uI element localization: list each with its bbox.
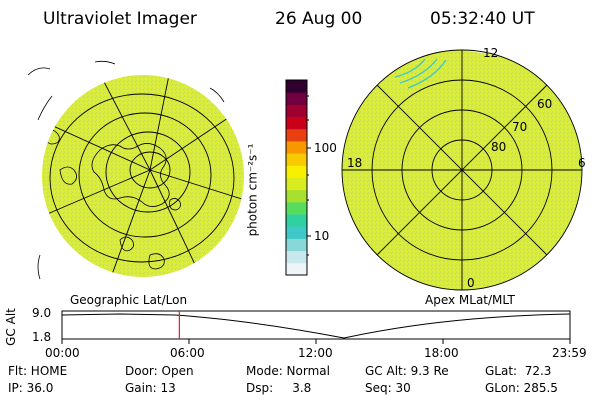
colorbar-cell — [286, 165, 307, 178]
colorbar-cell — [286, 153, 307, 166]
colorbar-tick-100: 100 — [314, 141, 337, 155]
colorbar-cell — [286, 116, 307, 130]
colorbar-cell — [286, 238, 307, 252]
mlt-label-right: 6 — [578, 156, 586, 170]
mlt-label-bottom: 0 — [467, 276, 475, 290]
glat-status: GLat: 72.3 — [485, 364, 552, 378]
colorbar-cell — [286, 201, 307, 215]
flight-status: Flt: HOME — [8, 364, 68, 378]
colorbar-unit-label: photon cm⁻²s⁻¹ — [245, 143, 260, 237]
geographic-image-panel — [27, 60, 244, 280]
polar-mlt-panel — [341, 49, 595, 291]
time-tick-1800: 18:00 — [424, 346, 459, 360]
colorbar-tick-10: 10 — [314, 229, 330, 243]
colorbar-cell — [286, 262, 307, 276]
altitude-y-max: 9.0 — [32, 306, 52, 320]
colorbar-cell — [286, 250, 307, 264]
colorbar-cell — [286, 140, 307, 154]
ip-status: IP: 36.0 — [8, 381, 54, 395]
dsp-status: Dsp: 3.8 — [246, 381, 312, 395]
colorbar-cell — [286, 92, 307, 105]
gc-altitude-status: GC Alt: 9.3 Re — [365, 364, 449, 378]
mlt-label-left: 18 — [347, 156, 363, 170]
time-label: 05:32:40 UT — [430, 9, 535, 29]
left-panel-label: Geographic Lat/Lon — [70, 293, 188, 307]
mlt-label-top: 12 — [483, 46, 499, 60]
colorbar-cell — [286, 189, 307, 203]
colorbar-cell — [286, 80, 307, 93]
mlat-label-80: 80 — [491, 140, 507, 154]
altitude-axis-label: GC Alt — [3, 308, 18, 346]
colorbar-cell — [286, 214, 307, 227]
time-tick-2359: 23:59 — [552, 346, 587, 360]
gain-status: Gain: 13 — [125, 381, 176, 395]
mlat-label-60: 60 — [537, 97, 553, 111]
time-tick-0600: 06:00 — [170, 346, 205, 360]
colorbar-cell — [286, 128, 307, 142]
instrument-title: Ultraviolet Imager — [43, 9, 197, 29]
mlat-label-70: 70 — [512, 120, 528, 134]
colorbar-cell — [286, 226, 307, 239]
time-tick-0000: 00:00 — [45, 346, 80, 360]
altitude-strip-chart — [61, 310, 571, 344]
intensity-colorbar — [285, 79, 311, 276]
sequence-status: Seq: 30 — [365, 381, 411, 395]
colorbar-cell — [286, 177, 307, 191]
colorbar-cell — [286, 104, 307, 118]
right-panel-label: Apex MLat/MLT — [425, 293, 515, 307]
date-label: 26 Aug 00 — [275, 9, 363, 29]
mode-status: Mode: Normal — [246, 364, 330, 378]
door-status: Door: Open — [125, 364, 194, 378]
glon-status: GLon: 285.5 — [485, 381, 558, 395]
time-tick-1200: 12:00 — [298, 346, 333, 360]
altitude-y-min: 1.8 — [32, 330, 52, 344]
